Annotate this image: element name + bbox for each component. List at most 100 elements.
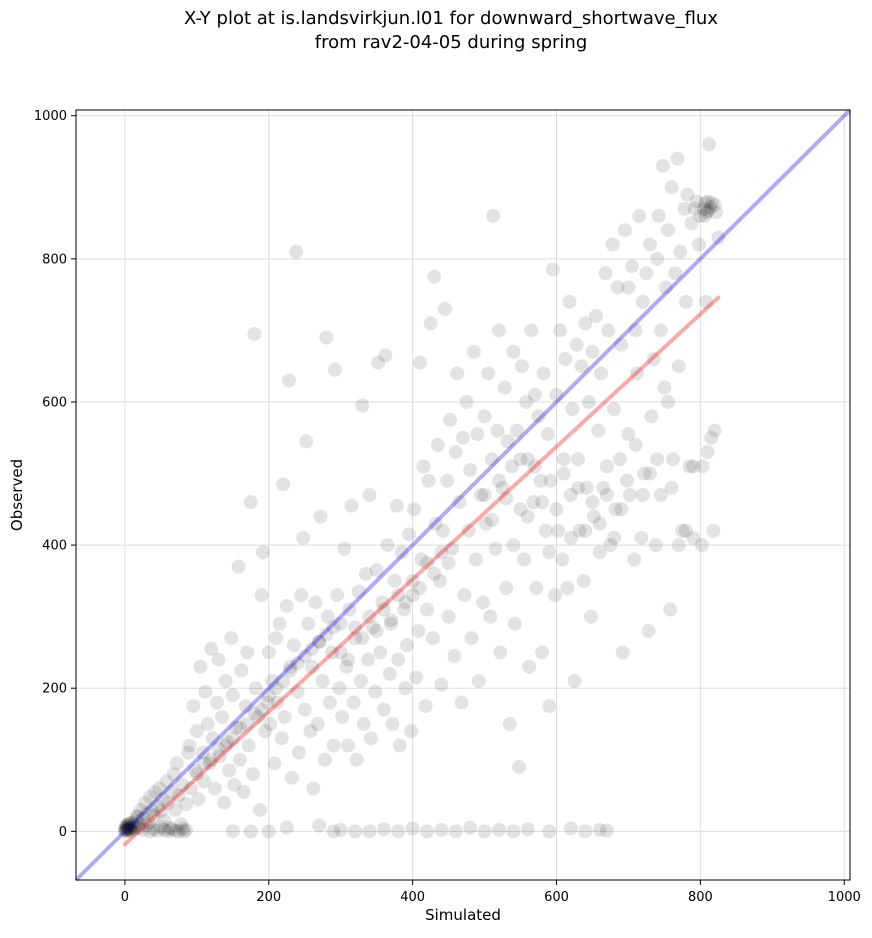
scatter-point-414 bbox=[535, 495, 550, 510]
scatter-point-284 bbox=[529, 581, 544, 596]
scatter-point-299 bbox=[556, 452, 571, 467]
scatter-point-257 bbox=[481, 366, 496, 381]
scatter-point-410 bbox=[506, 538, 521, 553]
scatter-point-166 bbox=[317, 752, 332, 767]
scatter-point-118 bbox=[362, 824, 377, 839]
scatter-point-252 bbox=[471, 674, 486, 689]
scatter-point-310 bbox=[576, 573, 591, 588]
scatter-point-313 bbox=[581, 394, 596, 409]
scatter-point-260 bbox=[486, 208, 501, 223]
scatter-point-95 bbox=[234, 663, 249, 678]
scatter-point-267 bbox=[499, 581, 514, 596]
scatter-point-434 bbox=[391, 588, 406, 603]
scatter-point-0 bbox=[117, 824, 132, 839]
scatter-point-220 bbox=[414, 552, 429, 567]
scatter-point-186 bbox=[353, 674, 368, 689]
scatter-point-127 bbox=[491, 822, 506, 837]
scatter-point-82 bbox=[211, 652, 226, 667]
scatter-point-411 bbox=[513, 452, 528, 467]
scatter-point-394 bbox=[628, 437, 643, 452]
scatter-point-420 bbox=[578, 523, 593, 538]
scatter-point-222 bbox=[418, 699, 433, 714]
y-tick-label-5: 1000 bbox=[34, 109, 67, 124]
scatter-point-304 bbox=[565, 402, 580, 417]
scatter-point-328 bbox=[608, 502, 623, 517]
scatter-point-388 bbox=[699, 205, 714, 220]
scatter-point-111 bbox=[243, 824, 258, 839]
scatter-point-321 bbox=[596, 480, 611, 495]
scatter-point-346 bbox=[641, 623, 656, 638]
scatter-point-452 bbox=[261, 688, 276, 703]
scatter-point-347 bbox=[643, 237, 658, 252]
scatter-point-157 bbox=[301, 616, 316, 631]
scatter-point-92 bbox=[229, 720, 244, 735]
scatter-point-121 bbox=[405, 821, 420, 836]
scatter-point-138 bbox=[267, 756, 282, 771]
scatter-point-99 bbox=[241, 738, 256, 753]
scatter-point-283 bbox=[527, 387, 542, 402]
scatter-point-455 bbox=[283, 663, 298, 678]
y-tick-label-2: 400 bbox=[42, 539, 67, 554]
scatter-point-331 bbox=[614, 337, 629, 352]
scatter-point-270 bbox=[504, 459, 519, 474]
scatter-point-303 bbox=[563, 488, 578, 502]
scatter-point-396 bbox=[643, 466, 658, 481]
scatter-point-437 bbox=[412, 581, 427, 596]
scatter-point-266 bbox=[497, 380, 512, 395]
scatter-point-435 bbox=[398, 595, 413, 610]
scatter-point-185 bbox=[351, 584, 366, 599]
scatter-point-230 bbox=[432, 573, 447, 588]
scatter-point-218 bbox=[411, 623, 426, 638]
scatter-point-193 bbox=[366, 620, 381, 635]
scatter-point-355 bbox=[657, 380, 672, 395]
scatter-point-316 bbox=[586, 509, 601, 524]
scatter-point-262 bbox=[490, 423, 505, 438]
scatter-point-98 bbox=[240, 645, 255, 660]
scatter-point-11 bbox=[128, 814, 143, 829]
scatter-point-164 bbox=[313, 509, 328, 524]
scatter-point-234 bbox=[440, 473, 455, 488]
scatter-point-235 bbox=[441, 609, 456, 624]
scatter-point-379 bbox=[700, 194, 715, 209]
scatter-point-180 bbox=[342, 602, 357, 617]
scatter-point-130 bbox=[542, 824, 557, 839]
scatter-point-425 bbox=[614, 502, 629, 517]
y-tick-label-1: 200 bbox=[42, 682, 67, 697]
scatter-point-305 bbox=[567, 674, 582, 689]
scatter-point-117 bbox=[348, 824, 363, 839]
scatter-point-83 bbox=[212, 749, 227, 764]
scatter-point-251 bbox=[470, 427, 485, 442]
scatter-point-392 bbox=[698, 196, 713, 211]
scatter-point-389 bbox=[701, 203, 716, 218]
scatter-point-223 bbox=[420, 602, 435, 617]
scatter-point-264 bbox=[493, 645, 508, 660]
scatter-point-450 bbox=[247, 706, 262, 721]
scatter-point-384 bbox=[709, 205, 724, 220]
scatter-point-237 bbox=[445, 541, 460, 556]
x-axis-label: Simulated bbox=[425, 906, 501, 924]
scatter-point-329 bbox=[610, 280, 625, 295]
scatter-point-189 bbox=[358, 566, 373, 581]
scatter-point-324 bbox=[601, 323, 616, 338]
scatter-point-317 bbox=[589, 309, 604, 324]
scatter-point-212 bbox=[399, 638, 414, 653]
scatter-point-277 bbox=[517, 552, 532, 567]
scatter-point-9 bbox=[122, 822, 137, 837]
scatter-point-343 bbox=[635, 294, 650, 309]
scatter-point-308 bbox=[572, 523, 587, 538]
scatter-point-306 bbox=[569, 337, 584, 352]
scatter-point-395 bbox=[635, 488, 650, 502]
scatter-point-231 bbox=[434, 677, 449, 692]
scatter-point-184 bbox=[349, 752, 364, 767]
scatter-point-372 bbox=[687, 201, 702, 216]
scatter-point-146 bbox=[281, 373, 296, 388]
scatter-point-192 bbox=[363, 731, 378, 746]
scatter-point-141 bbox=[272, 616, 287, 631]
x-axis-ticks: 0 200 400 600 800 1000 bbox=[121, 880, 861, 905]
scatter-point-365 bbox=[675, 523, 690, 538]
scatter-point-26 bbox=[135, 811, 150, 826]
scatter-point-441 bbox=[441, 555, 456, 570]
scatter-point-50 bbox=[179, 797, 194, 812]
scatter-point-453 bbox=[268, 681, 283, 696]
